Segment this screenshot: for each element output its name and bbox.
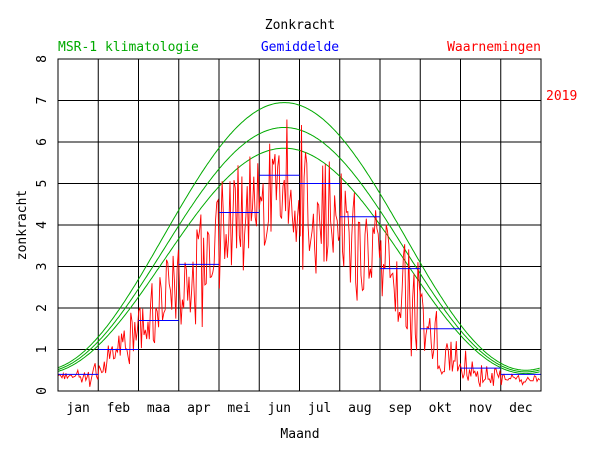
legend-observations: Waarnemingen xyxy=(447,40,541,55)
y-tick-label: 1 xyxy=(35,346,50,354)
x-tick-label-jan: jan xyxy=(66,401,89,416)
x-tick-label-apr: apr xyxy=(187,401,211,416)
x-tick-label-okt: okt xyxy=(429,401,452,416)
legend-climatology: MSR-1 klimatologie xyxy=(58,40,199,55)
climatology-lower-line xyxy=(57,147,540,375)
x-axis-label: Maand xyxy=(280,427,319,442)
y-tick-labels: 0 1 2 3 4 5 6 7 8 xyxy=(35,55,50,395)
y-axis-label: zonkracht xyxy=(15,190,30,260)
plot-frame xyxy=(57,58,542,392)
chart-title: Zonkracht xyxy=(265,18,335,33)
monthly-means xyxy=(58,174,541,375)
x-tick-labels: jan feb maa apr mei jun jul aug sep okt nov dec xyxy=(66,401,532,416)
x-tick-label-jun: jun xyxy=(268,401,291,416)
year-label: 2019 xyxy=(546,89,577,104)
y-tick-label: 4 xyxy=(35,221,50,229)
x-tick-label-mei: mei xyxy=(227,401,250,416)
y-tick-label: 6 xyxy=(35,138,50,146)
x-tick-label-sep: sep xyxy=(388,401,412,416)
y-tick-label: 2 xyxy=(35,304,50,312)
observations-series xyxy=(57,119,541,388)
y-tick-label: 5 xyxy=(35,180,50,188)
x-tick-label-nov: nov xyxy=(469,401,493,416)
x-tick-label-maa: maa xyxy=(147,401,170,416)
y-tick-label: 7 xyxy=(35,97,50,105)
climatology-upper-line xyxy=(57,102,540,371)
legend-average: Gemiddelde xyxy=(261,40,339,55)
x-tick-label-aug: aug xyxy=(348,401,371,416)
y-tick-label: 8 xyxy=(35,55,50,63)
x-tick-label-dec: dec xyxy=(509,401,532,416)
plot-border xyxy=(57,58,542,392)
observations-line xyxy=(57,119,541,388)
x-tick-label-jul: jul xyxy=(308,401,331,416)
y-tick-label: 0 xyxy=(35,387,50,395)
y-tick-label: 3 xyxy=(35,263,50,271)
x-tick-label-feb: feb xyxy=(107,401,131,416)
